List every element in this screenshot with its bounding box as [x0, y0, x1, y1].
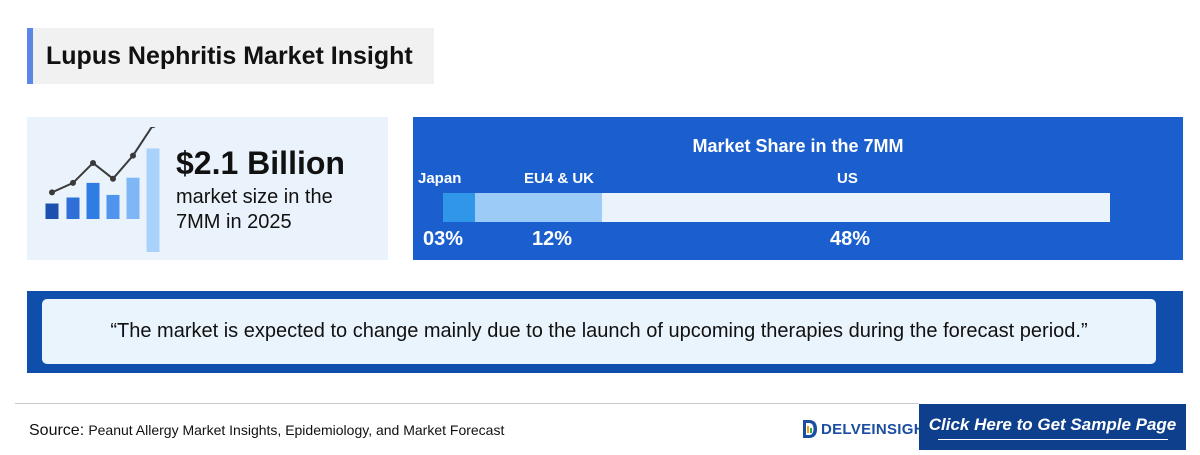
logo-text: DELVEINSIGHT: [821, 420, 935, 438]
market-share-panel: Market Share in the 7MM Japan EU4 & UK U…: [413, 117, 1183, 260]
share-percent-japan: 03%: [423, 228, 464, 250]
title-box: Lupus Nephritis Market Insight: [27, 28, 434, 84]
growth-chart-icon: [45, 127, 160, 252]
market-size-card: $2.1 Billion market size in the 7MM in 2…: [27, 117, 388, 260]
growth-bar: [146, 148, 160, 252]
quote-banner: “The market is expected to change mainly…: [27, 291, 1183, 373]
cta-underline: [937, 438, 1168, 440]
growth-bar: [106, 194, 120, 219]
quote-box: “The market is expected to change mainly…: [42, 299, 1156, 364]
footer-divider: [15, 403, 919, 404]
page-title: Lupus Nephritis Market Insight: [46, 41, 413, 70]
share-label-eu4-uk: EU4 & UK: [524, 170, 595, 187]
share-segment-japan: [443, 193, 475, 222]
share-label-japan: Japan: [418, 170, 462, 187]
sample-page-button[interactable]: Click Here to Get Sample Page: [919, 404, 1186, 450]
market-size-description: market size in the 7MM in 2025: [176, 186, 333, 233]
market-share-bar: [443, 193, 1110, 222]
quote-text: “The market is expected to change mainly…: [110, 320, 1088, 342]
market-share-title: Market Share in the 7MM: [692, 136, 904, 156]
share-label-us: US: [837, 170, 858, 187]
growth-point: [110, 175, 116, 182]
source-text: Peanut Allergy Market Insights, Epidemio…: [88, 422, 505, 438]
growth-point: [90, 159, 96, 166]
logo-mark-icon: [803, 420, 817, 438]
share-percent-eu4-uk: 12%: [532, 228, 573, 250]
sample-page-label: Click Here to Get Sample Page: [928, 414, 1177, 434]
growth-bar: [86, 182, 100, 219]
growth-bar: [66, 197, 80, 219]
market-size-value: $2.1 Billion: [176, 145, 345, 181]
delveinsight-logo[interactable]: DELVEINSIGHT: [801, 418, 934, 440]
share-segment-eu4-uk: [474, 193, 602, 222]
source-line: Source: Peanut Allergy Market Insights, …: [29, 422, 504, 440]
share-percent-us: 48%: [830, 228, 871, 250]
growth-point: [150, 127, 156, 129]
growth-line: [51, 127, 153, 194]
growth-bar: [45, 203, 59, 219]
growth-point: [70, 179, 76, 186]
growth-point: [130, 152, 136, 159]
growth-point: [49, 189, 55, 196]
share-segment-us: [601, 193, 1110, 222]
source-label: Source:: [29, 422, 85, 439]
growth-bar: [126, 177, 140, 219]
